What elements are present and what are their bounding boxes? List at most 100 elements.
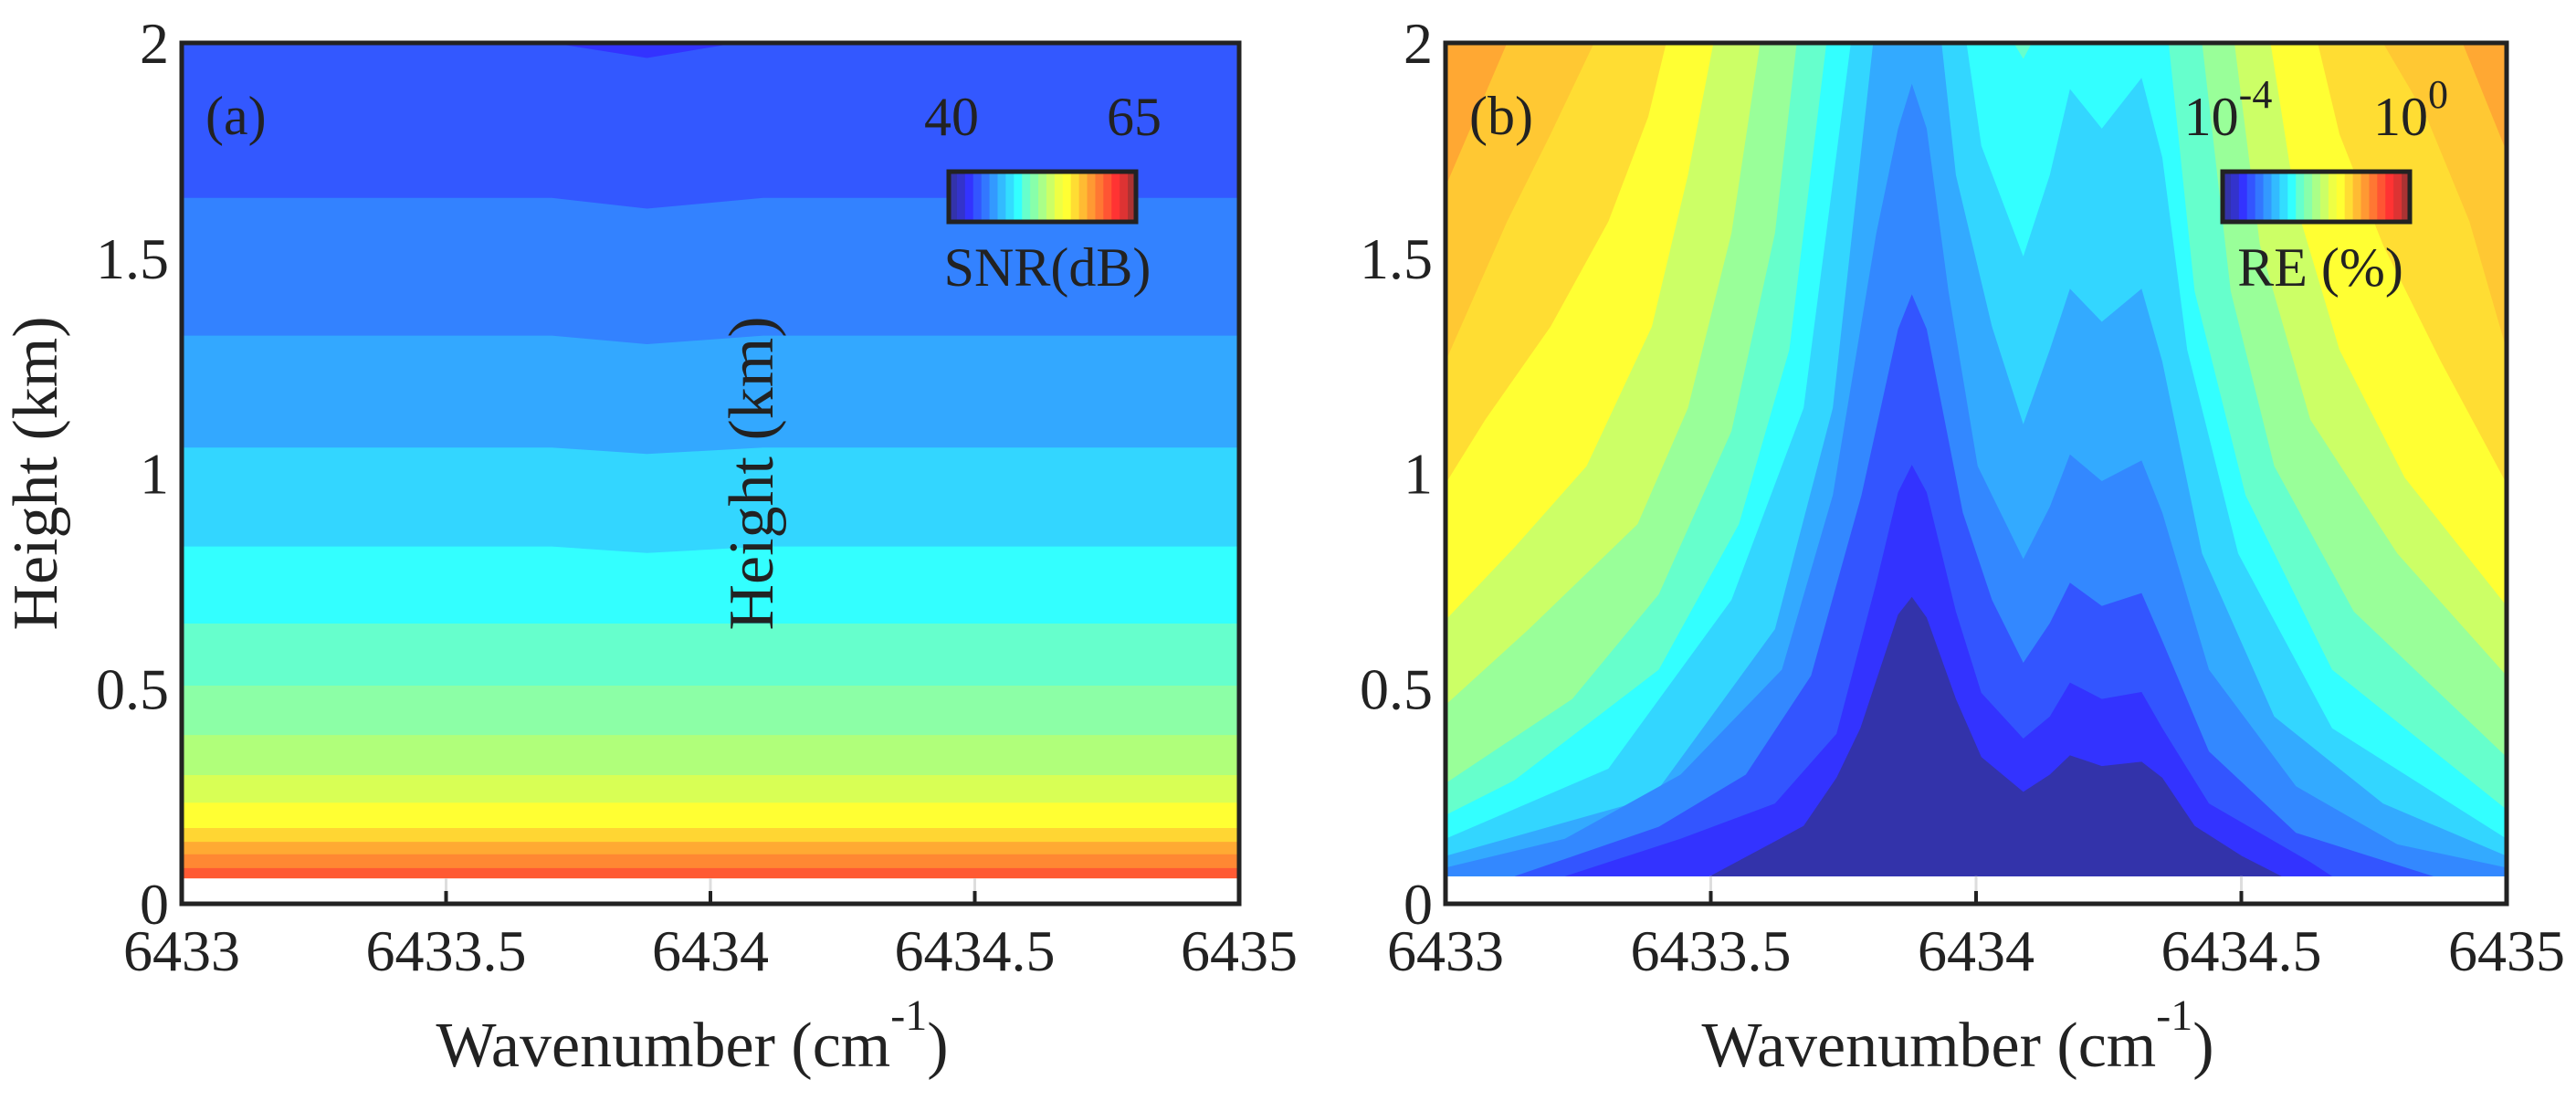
y-tick-label: 0.5 [1360, 656, 1433, 721]
colorbar-swatch [2402, 172, 2411, 222]
colorbar-swatch [1062, 172, 1072, 222]
colorbar-swatch [2352, 172, 2362, 222]
colorbar-swatch [2296, 172, 2305, 222]
colorbar-max-label: 65 [1107, 87, 1162, 147]
colorbar-swatch [1128, 172, 1137, 222]
colorbar-swatch [2263, 172, 2273, 222]
colorbar-max-base: 10 [2373, 87, 2428, 147]
y-tick-label: 2 [1404, 11, 1433, 76]
y-tick-label: 0 [1404, 872, 1433, 937]
colorbar-swatch [2319, 172, 2329, 222]
colorbar-swatch [2230, 172, 2240, 222]
y-tick-label: 2 [140, 11, 169, 76]
x-tick-label: 6434 [652, 918, 769, 983]
colorbar-swatch [1014, 172, 1023, 222]
colorbar-swatch [1120, 172, 1129, 222]
colorbar-swatch [2304, 172, 2313, 222]
colorbar-swatch [2369, 172, 2378, 222]
x-axis-label-superscript: -1 [890, 991, 927, 1040]
x-tick-label: 6433.5 [366, 918, 527, 983]
colorbar-swatch [1030, 172, 1039, 222]
colorbar-swatch [2255, 172, 2265, 222]
x-axis-label-text: Wavenumber (cm [1701, 1011, 2156, 1081]
x-tick-label: 6433 [1387, 918, 1504, 983]
colorbar-swatch [1111, 172, 1120, 222]
colorbar-swatch [981, 172, 991, 222]
x-tick-label: 6435 [1181, 918, 1298, 983]
colorbar-swatch [1070, 172, 1080, 222]
colorbar-swatch [1005, 172, 1015, 222]
x-tick-label: 6433 [123, 918, 240, 983]
plot-area [1446, 43, 2507, 876]
colorbar-swatch [1046, 172, 1056, 222]
y-tick-label: 0 [140, 872, 169, 937]
colorbar: 40 65 SNR(dB) [924, 87, 1162, 298]
colorbar-title: RE (%) [2237, 237, 2403, 298]
x-axis-label: Wavenumber (cm-1) [1701, 991, 2213, 1081]
colorbar-swatch [1054, 172, 1064, 222]
y-tick-label: 1.5 [1360, 226, 1433, 291]
colorbar-swatch [2238, 172, 2248, 222]
panel-b: 6433 6433.5 6434 6434.5 6435 0 0.5 1 1.5 2 (b) Wave… [717, 11, 2565, 1081]
x-axis-label-text: Wavenumber (cm [436, 1011, 890, 1081]
colorbar-swatch [1103, 172, 1112, 222]
colorbar-swatch [2312, 172, 2321, 222]
colorbar-swatch [2246, 172, 2256, 222]
y-tick-label: 1.5 [96, 226, 169, 291]
contour-band-12 [182, 43, 1239, 209]
y-tick-label: 1 [140, 442, 169, 507]
colorbar-swatch [989, 172, 999, 222]
colorbar-frame [946, 169, 1139, 225]
colorbar-swatch [1087, 172, 1097, 222]
colorbar-swatch [949, 172, 958, 222]
y-tick-label: 0.5 [96, 656, 169, 721]
x-tick-label: 6435 [2448, 918, 2565, 983]
plot-area [182, 43, 1239, 879]
colorbar-swatch [2279, 172, 2288, 222]
axes-frame [179, 40, 1242, 907]
colorbar-swatch [2271, 172, 2280, 222]
y-axis-label: Height (km) [1, 316, 71, 630]
x-tick-label: 6434 [1918, 918, 2035, 983]
colorbar-swatch [2344, 172, 2354, 222]
colorbar-max-label: 100 [2373, 72, 2448, 147]
colorbar-min-label: 40 [924, 87, 979, 147]
colorbar-swatch [964, 172, 974, 222]
y-axis-label: Height (km) [717, 316, 787, 630]
panel-label: (a) [205, 86, 267, 146]
colorbar-swatch [2360, 172, 2371, 222]
contour-level-12 [1446, 596, 2507, 876]
colorbar-swatch [2393, 172, 2403, 222]
colorbar-swatch [2223, 172, 2232, 222]
x-axis-label: Wavenumber (cm-1) [436, 991, 948, 1081]
colorbar-swatch [973, 172, 983, 222]
colorbar-max-exponent: 0 [2428, 72, 2448, 117]
x-axis-label-close: ) [2192, 1011, 2213, 1081]
x-tick-label: 6434.5 [895, 918, 1056, 983]
contour-level-10 [1446, 294, 2507, 876]
y-tick-label: 1 [1404, 442, 1433, 507]
colorbar-swatch [2377, 172, 2386, 222]
colorbar-swatch [1038, 172, 1047, 222]
colorbar-title: SNR(dB) [944, 237, 1151, 298]
colorbar-swatch [1078, 172, 1088, 222]
colorbar-min-label: 10-4 [2184, 72, 2273, 147]
colorbar-swatch [997, 172, 1006, 222]
colorbar-swatch [1095, 172, 1104, 222]
x-axis-label-superscript: -1 [2156, 991, 2192, 1040]
x-axis-label-close: ) [927, 1011, 948, 1081]
contour-band-13 [552, 43, 737, 58]
colorbar-swatch [1022, 172, 1031, 222]
colorbar-min-exponent: -4 [2239, 72, 2273, 117]
contour-level-9 [1446, 83, 2507, 876]
colorbar-swatch [956, 172, 966, 222]
panel-label: (b) [1469, 86, 1533, 146]
colorbar-swatch [2287, 172, 2297, 222]
x-tick-label: 6433.5 [1631, 918, 1792, 983]
colorbar-min-base: 10 [2184, 87, 2239, 147]
colorbar-swatch [2328, 172, 2338, 222]
colorbar-frame [2220, 169, 2413, 225]
colorbar-swatch [2336, 172, 2346, 222]
